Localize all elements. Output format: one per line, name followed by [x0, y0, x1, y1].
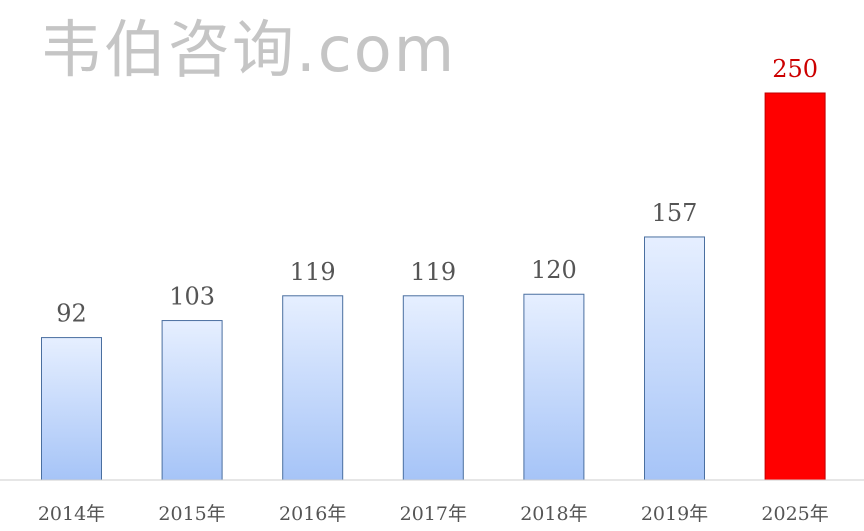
bar-2018年 [523, 293, 585, 481]
x-tick-label: 2017年 [400, 503, 467, 525]
bar-2014年 [41, 337, 102, 481]
x-tick-label: 2025年 [761, 503, 828, 525]
data-label: 250 [772, 55, 818, 83]
x-tick-label: 2016年 [279, 503, 346, 525]
bar-2015年 [161, 320, 223, 481]
bar-2016年 [282, 295, 344, 481]
x-tick-label: 2019年 [641, 503, 708, 525]
data-label: 157 [652, 199, 698, 227]
x-tick-label: 2014年 [38, 503, 105, 525]
x-tick-label: 2018年 [520, 503, 587, 525]
data-label: 103 [169, 283, 215, 311]
bar-2017年 [402, 295, 464, 481]
bar-2019年 [644, 236, 705, 481]
x-tick-label: 2015年 [158, 503, 225, 525]
data-label: 120 [531, 256, 577, 284]
bar-2025年 [764, 92, 826, 481]
data-label: 119 [410, 258, 456, 286]
data-label: 92 [56, 300, 87, 328]
data-label: 119 [290, 258, 336, 286]
